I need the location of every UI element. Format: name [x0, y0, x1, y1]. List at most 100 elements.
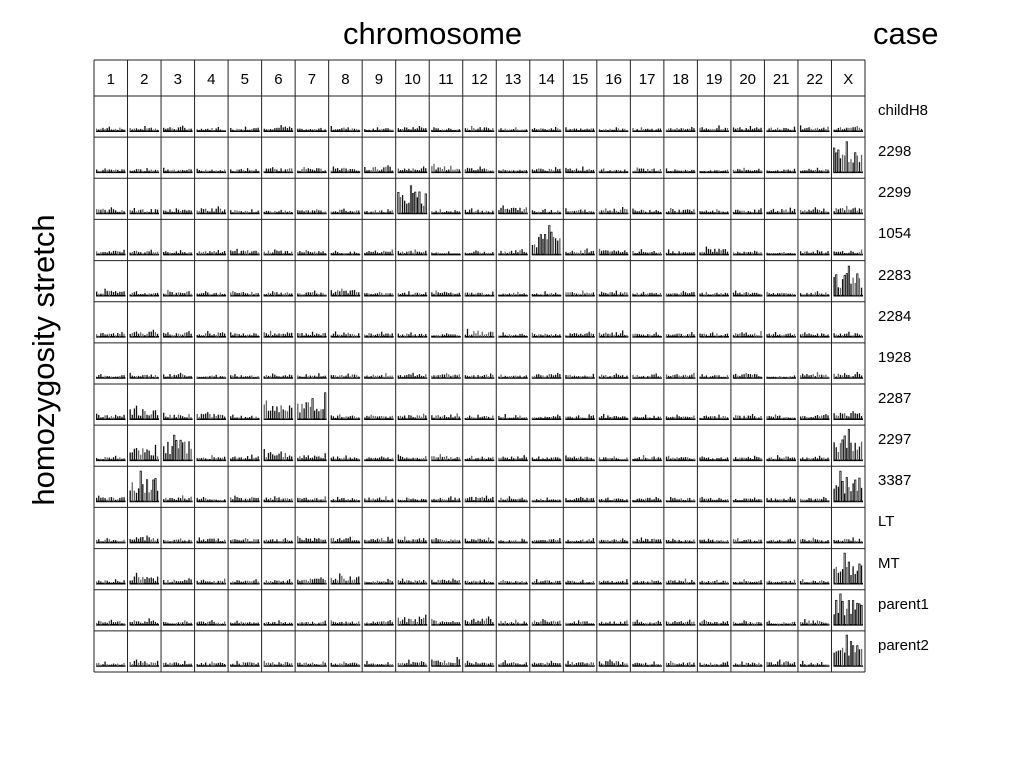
bar — [378, 129, 381, 132]
bar — [466, 211, 469, 214]
bar — [649, 497, 651, 502]
bar — [632, 374, 634, 378]
bar — [244, 622, 247, 625]
bar — [215, 335, 217, 337]
bar — [263, 128, 265, 132]
bar — [112, 333, 115, 337]
bar — [408, 168, 410, 173]
bar — [758, 499, 760, 502]
bar — [605, 292, 607, 296]
bar — [774, 211, 777, 214]
bar — [320, 168, 322, 173]
bar — [810, 374, 812, 378]
bar — [121, 623, 123, 625]
bar — [272, 622, 274, 625]
bar — [854, 207, 856, 214]
bar — [542, 169, 544, 173]
bar — [200, 457, 203, 461]
bar — [223, 539, 226, 543]
case-column-title: case — [873, 16, 939, 51]
bar — [280, 292, 282, 296]
bar — [554, 292, 557, 296]
bar — [565, 498, 567, 502]
bar — [276, 664, 278, 666]
bar — [519, 664, 521, 666]
bar — [190, 579, 192, 584]
bar — [538, 374, 540, 378]
bar — [634, 210, 636, 214]
bar — [163, 621, 165, 625]
bar — [175, 417, 178, 420]
bar — [184, 620, 186, 625]
bar — [588, 498, 590, 502]
bar — [716, 417, 718, 420]
bar — [689, 334, 691, 337]
bar — [406, 497, 408, 502]
bar — [108, 291, 110, 296]
bar — [173, 374, 175, 378]
bar — [408, 129, 410, 132]
bar — [318, 128, 320, 132]
bar — [148, 618, 150, 625]
bar — [536, 622, 538, 625]
bar — [747, 252, 749, 255]
bar — [837, 486, 840, 502]
bar — [179, 170, 182, 173]
bar — [142, 375, 144, 378]
bar — [288, 168, 291, 173]
bar — [351, 374, 354, 378]
bar — [376, 416, 379, 420]
bar — [835, 334, 837, 337]
bar — [510, 540, 513, 543]
bar — [391, 457, 393, 461]
bar — [288, 579, 291, 584]
bar — [653, 374, 655, 378]
bar — [825, 374, 827, 378]
bar — [714, 248, 716, 255]
bar — [249, 375, 251, 378]
bar — [642, 581, 645, 584]
bar — [490, 457, 492, 461]
bar — [324, 129, 326, 132]
bar — [693, 292, 695, 296]
bar — [339, 170, 341, 173]
bar — [626, 334, 628, 337]
bar — [305, 662, 307, 666]
bar — [682, 499, 685, 502]
bar — [498, 253, 500, 255]
bar — [324, 580, 326, 584]
bar — [173, 335, 175, 337]
bar — [230, 250, 232, 255]
bar — [456, 168, 458, 173]
bar — [299, 456, 301, 461]
bar — [632, 417, 634, 420]
bar — [676, 127, 678, 132]
bar — [372, 539, 374, 543]
bar — [508, 458, 511, 461]
bar — [722, 499, 724, 502]
bar — [554, 663, 557, 666]
bar — [418, 415, 421, 420]
bar — [672, 622, 674, 625]
bar — [827, 457, 829, 461]
bar — [600, 539, 603, 543]
bar — [550, 334, 553, 337]
bar — [383, 212, 385, 214]
bar — [177, 252, 180, 255]
bar — [418, 251, 421, 255]
chromosome-label-17: 17 — [639, 71, 656, 88]
bar — [726, 169, 729, 173]
bar — [263, 582, 265, 584]
bar — [827, 211, 829, 214]
bar — [651, 457, 653, 461]
bar — [766, 170, 768, 173]
bar — [280, 334, 282, 337]
bar — [397, 454, 400, 461]
bar — [808, 497, 810, 502]
bar — [378, 621, 381, 625]
bar — [735, 373, 737, 378]
bar — [726, 375, 729, 378]
chromosome-label-11: 11 — [438, 71, 454, 88]
bar — [280, 168, 282, 173]
bar — [339, 458, 341, 461]
